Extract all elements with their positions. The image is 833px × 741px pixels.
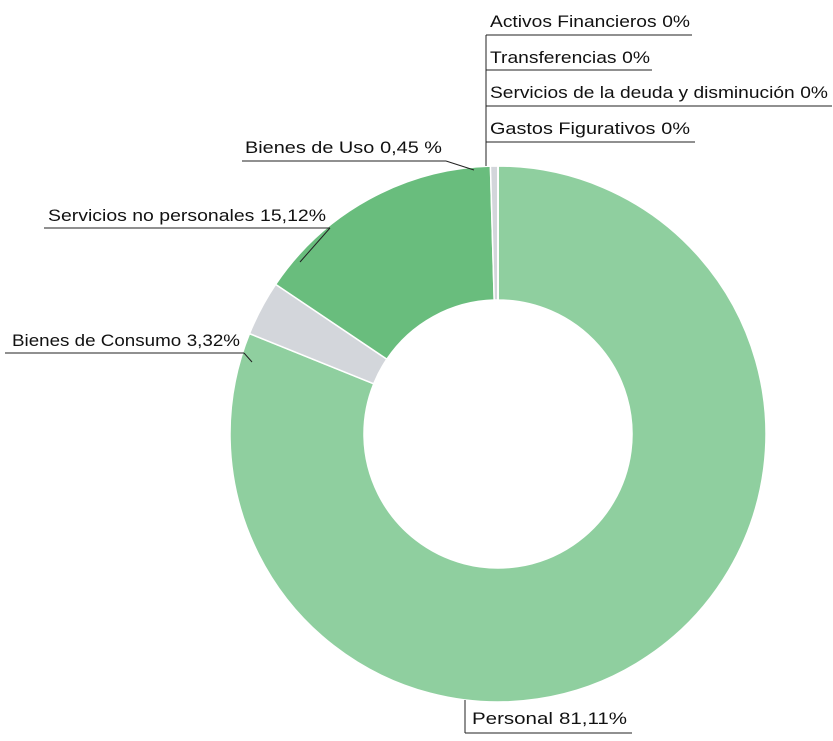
slice-value: 0% xyxy=(662,12,690,31)
slice-name: Servicios no personales xyxy=(48,206,254,225)
slice-name: Bienes de Consumo xyxy=(12,331,181,350)
slice-label: Gastos Figurativos 0% xyxy=(490,119,690,138)
leader-line xyxy=(299,227,331,263)
slice-name: Servicios de la deuda y disminución xyxy=(490,83,795,102)
donut-slice xyxy=(274,165,495,361)
slice-value: 0,45 % xyxy=(380,138,442,157)
slice-label: Activos Financieros 0% xyxy=(490,12,690,31)
slice-value: 0% xyxy=(622,48,650,67)
slice-name: Personal xyxy=(472,709,553,728)
slice-label: Servicios no personales 15,12% xyxy=(48,206,326,225)
slice-name: Transferencias xyxy=(490,48,617,67)
slice-value: 15,12% xyxy=(260,206,326,225)
slice-label: Transferencias 0% xyxy=(490,48,650,67)
slice-value: 81,11% xyxy=(559,709,627,728)
slice-name: Activos Financieros xyxy=(490,12,657,31)
leader-line xyxy=(243,352,253,363)
slice-label: Bienes de Consumo 3,32% xyxy=(12,331,240,350)
slice-label: Servicios de la deuda y disminución 0% xyxy=(490,83,828,102)
slice-value: 0% xyxy=(800,83,828,102)
slice-value: 0% xyxy=(661,119,690,138)
donut-slice xyxy=(229,165,767,703)
slice-label: Personal 81,11% xyxy=(472,709,627,728)
slice-value: 3,32% xyxy=(187,331,240,350)
slice-label: Bienes de Uso 0,45 % xyxy=(245,138,442,157)
slice-name: Gastos Figurativos xyxy=(490,119,655,138)
leader-line xyxy=(445,160,475,171)
slice-name: Bienes de Uso xyxy=(245,138,374,157)
